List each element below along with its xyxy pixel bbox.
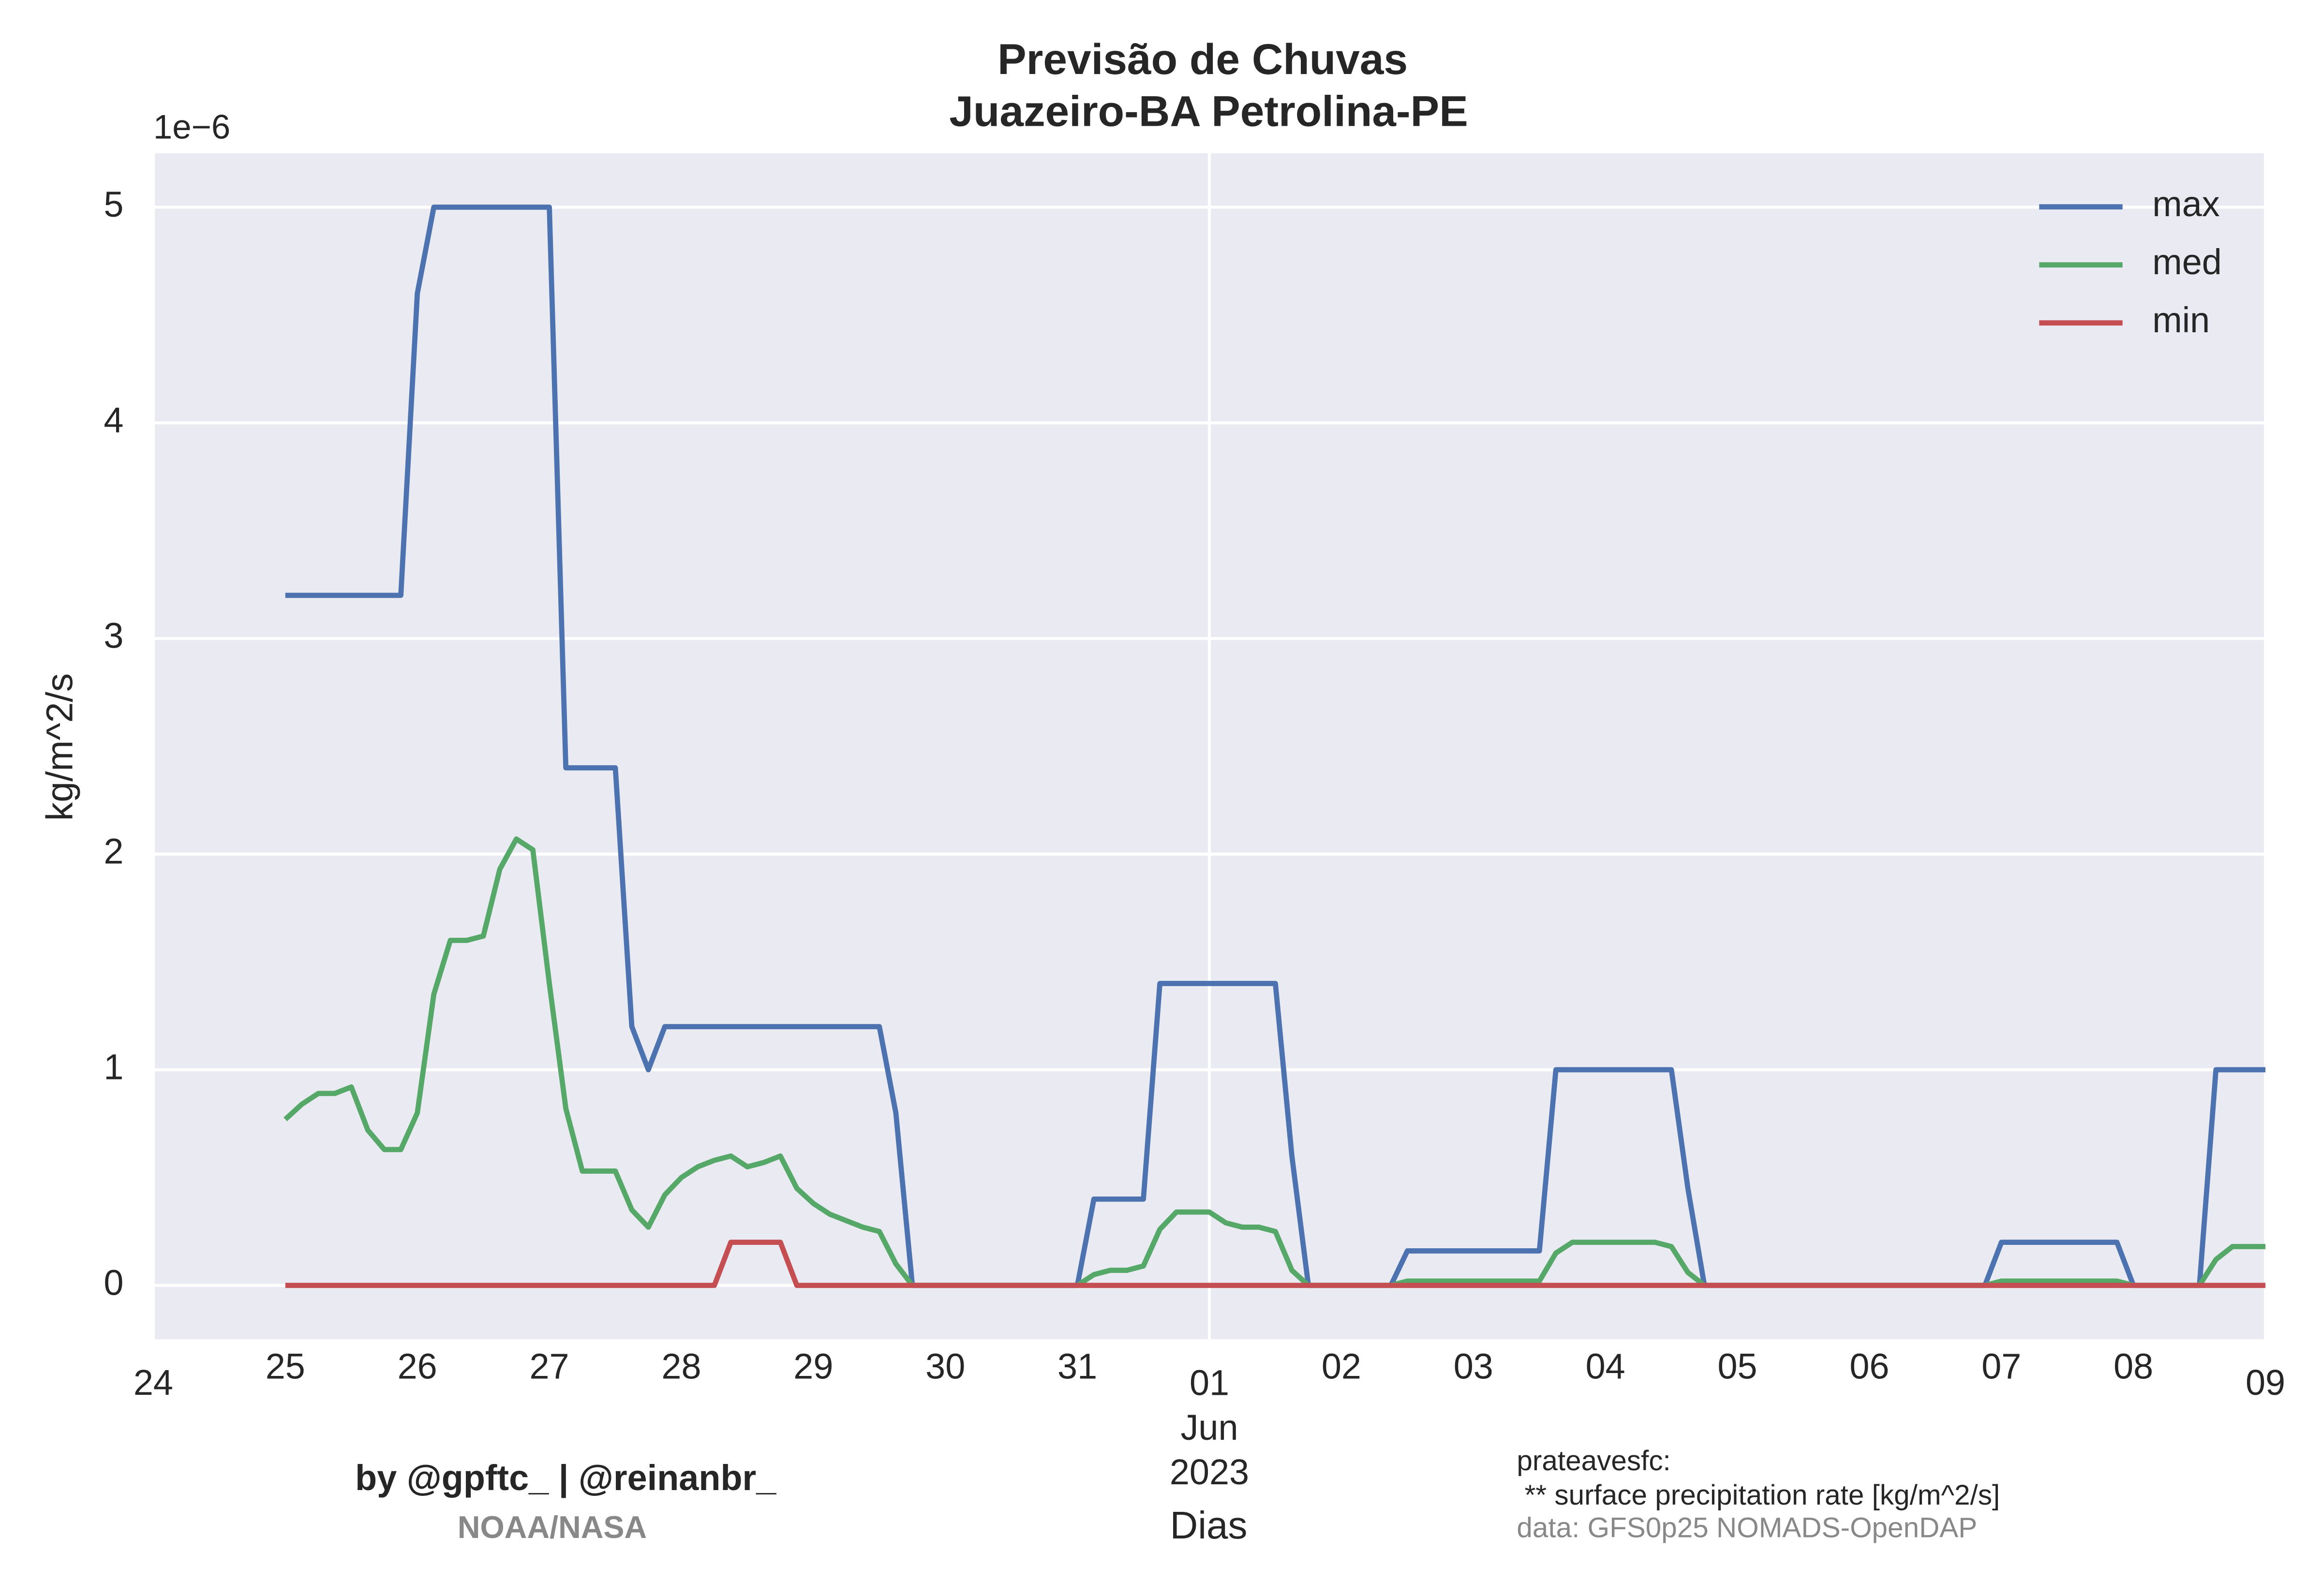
x-tick-label: 01 Jun 2023 (1170, 1362, 1249, 1492)
y-tick-label: 1 (104, 1047, 123, 1087)
x-axis-label: Dias (1170, 1504, 1247, 1547)
x-tick-label: 04 (1586, 1346, 1625, 1386)
x-tick-label: 26 (398, 1346, 437, 1386)
x-tick-label: 09 (2246, 1362, 2285, 1403)
x-tick-label: 28 (661, 1346, 701, 1386)
x-tick-label: 30 (925, 1346, 965, 1386)
y-tick-label: 4 (104, 400, 123, 440)
x-tick-label: 31 (1057, 1346, 1097, 1386)
data-source: data: GFS0p25 NOMADS-OpenDAP (1517, 1512, 1977, 1544)
chart-title: Previsão de Chuvas (997, 35, 1408, 83)
x-tick-label: 29 (793, 1346, 833, 1386)
variable-description: ** surface precipitation rate [kg/m^2/s] (1517, 1479, 2000, 1511)
variable: prateavesfc: (1517, 1445, 1670, 1477)
y-tick-label: 3 (104, 616, 123, 656)
credit: by @gpftc_ | @reinanbr_ (355, 1458, 776, 1498)
y-tick-label: 2 (104, 831, 123, 872)
x-tick-label: 06 (1849, 1346, 1889, 1386)
x-tick-label: 02 (1322, 1346, 1361, 1386)
x-tick-label: 24 (134, 1362, 173, 1403)
x-tick-label: 07 (1981, 1346, 2021, 1386)
x-tick-label: 05 (1717, 1346, 1757, 1386)
x-tick-label: 25 (266, 1346, 305, 1386)
x-tick-label: 08 (2114, 1346, 2153, 1386)
data-line (285, 1240, 2266, 1288)
y-tick-label: 0 (104, 1262, 123, 1302)
lines (283, 205, 2266, 1288)
legend-label: med (2152, 242, 2222, 282)
x-tick-label: 27 (530, 1346, 569, 1386)
legend-label: max (2152, 184, 2220, 224)
chart-subtitle: Juazeiro-BA Petrolina-PE (949, 87, 1468, 135)
y-axis-label: kg/m^2/s (39, 673, 81, 821)
x-tick-label: 03 (1454, 1346, 1493, 1386)
y-tick-label: 5 (104, 184, 123, 224)
source: NOAA/NASA (458, 1510, 647, 1545)
legend-label: min (2152, 300, 2210, 340)
labels: 0 1 2 3 4 5 24 25 26 27 28 29 30 31 01 Jun 2023 02 03 04 05 0… (104, 184, 2285, 1492)
y-offset-label: 1e−6 (153, 107, 230, 146)
